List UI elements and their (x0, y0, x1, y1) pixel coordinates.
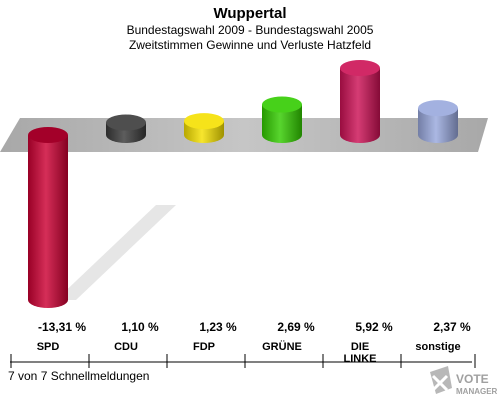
logo-text-vote: VOTE (456, 372, 489, 386)
bars-group (28, 60, 458, 308)
bar-body-gr-ne (262, 104, 302, 143)
value-label-fdp: 1,23 % (199, 320, 237, 334)
votemanager-logo: VOTE MANAGER (430, 366, 498, 396)
bar-top-gr-ne (262, 96, 302, 113)
value-label-die-linke: 5,92 % (355, 320, 393, 334)
bar-gr-ne (262, 96, 302, 143)
bar-spd (28, 127, 68, 308)
category-label-sonstige: sonstige (415, 341, 460, 353)
category-label-die-linke-1: DIE (351, 341, 369, 353)
value-label-gr-ne: 2,69 % (277, 320, 315, 334)
bar-top-fdp (184, 113, 224, 130)
bar-sonstige (418, 100, 458, 143)
bar-body-die-linke (340, 68, 380, 143)
category-label-spd: SPD (37, 341, 60, 353)
bar-body-sonstige (418, 108, 458, 143)
value-label-spd: -13,31 % (38, 320, 86, 334)
bar-die-linke (340, 60, 380, 143)
category-label-gr-ne: GRÜNE (262, 340, 302, 353)
bar-top-cdu (106, 114, 146, 131)
bar-cdu (106, 114, 146, 143)
logo-text-manager: MANAGER (456, 387, 498, 396)
baseline-plane (0, 118, 488, 152)
value-label-sonstige: 2,37 % (433, 320, 471, 334)
bar-top-die-linke (340, 60, 380, 76)
status-text: 7 von 7 Schnellmeldungen (8, 369, 149, 383)
category-label-fdp: FDP (193, 341, 215, 353)
bar-body-spd (28, 135, 68, 308)
bar-fdp (184, 113, 224, 143)
category-label-die-linke-2: LINKE (344, 353, 377, 365)
value-label-cdu: 1,10 % (121, 320, 159, 334)
bar-shadow (56, 205, 176, 300)
category-ticks (10, 354, 476, 368)
bar-top-sonstige (418, 100, 458, 117)
chart-subtitle-2: Zweitstimmen Gewinne und Verluste Hatzfe… (129, 38, 371, 52)
category-label-cdu: CDU (114, 341, 138, 353)
chart-subtitle: Bundestagswahl 2009 - Bundestagswahl 200… (127, 23, 374, 37)
chart-title: Wuppertal (213, 5, 286, 22)
labels-group: -13,31 % SPD 1,10 % CDU 1,23 % FDP 2,69 % GRÜNE… (37, 320, 471, 365)
bar-top-spd (28, 127, 68, 143)
